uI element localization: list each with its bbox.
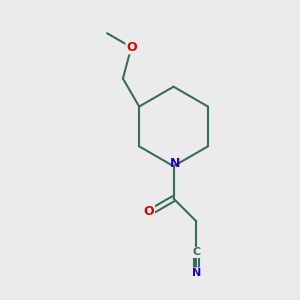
Text: N: N bbox=[170, 157, 180, 170]
Text: O: O bbox=[126, 41, 136, 54]
Text: N: N bbox=[192, 268, 201, 278]
Text: C: C bbox=[192, 248, 200, 257]
Text: O: O bbox=[144, 205, 154, 218]
